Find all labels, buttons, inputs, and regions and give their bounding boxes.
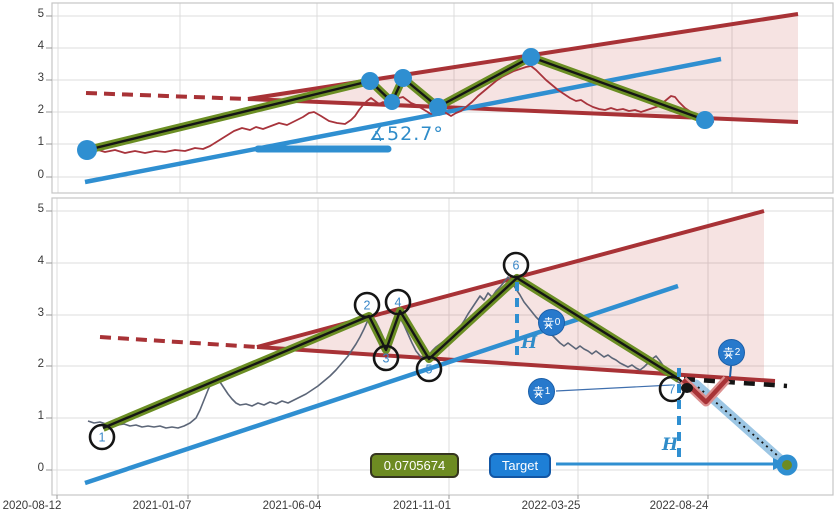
projection-value-box[interactable]: 0.0705674 <box>370 453 459 478</box>
bottom-wedge-dashed-left <box>99 335 258 349</box>
top-pivot-dot <box>394 69 412 87</box>
sell-badge-digit: 0 <box>554 317 561 328</box>
height-label-1: H <box>521 333 538 353</box>
top-pivot-dot <box>429 98 447 116</box>
bottom-wave-circle-1 <box>88 423 116 451</box>
top-pivot-dot <box>384 94 400 110</box>
top-spine <box>51 2 834 194</box>
sell-badge-0[interactable]: 0 <box>538 309 565 336</box>
bottom-wave-number-1: 1 <box>99 431 106 445</box>
sell-badge-1[interactable]: 1 <box>528 378 555 405</box>
bottom-wave-number-7: 7 <box>669 383 676 397</box>
bottom-wave-number-4: 4 <box>395 296 402 310</box>
sell-badge-digit: 1 <box>544 386 551 397</box>
bottom-sell1-connector <box>555 384 673 392</box>
height-label-2: H <box>662 435 679 455</box>
bottom-wave-number-5: 5 <box>426 363 433 377</box>
bottom-wave-number-3: 3 <box>383 352 390 366</box>
bottom-wedge-fill <box>258 211 764 380</box>
bottom-target-marker-inner <box>782 460 792 470</box>
top-pivot-dot <box>361 72 379 90</box>
bottom-forecast-dashed <box>683 376 788 389</box>
top-price-line <box>86 65 715 154</box>
bottom-sell2-stem <box>729 365 732 378</box>
sell-char-icon <box>532 385 544 398</box>
bottom-wave-number-6: 6 <box>513 259 520 273</box>
top-pivot-dot <box>77 140 97 160</box>
bottom-wave-circle-6 <box>502 251 530 279</box>
top-wedge-dashed-left <box>85 91 249 101</box>
bottom-wave-number-2: 2 <box>364 299 371 313</box>
angle-label: ∡52.7° <box>369 123 444 145</box>
sell-badge-digit: 2 <box>734 347 741 358</box>
sell-char-icon <box>722 346 734 359</box>
top-trend-line-blue <box>84 56 722 185</box>
top-pivot-dot <box>522 48 540 66</box>
bottom-spine <box>51 197 834 496</box>
top-pivot-dot <box>696 111 714 129</box>
bottom-wedge-lower-line <box>256 345 776 383</box>
bottom-pivot-black-dot <box>681 383 693 393</box>
bottom-wave-circle-2 <box>353 291 381 319</box>
sell-badge-2[interactable]: 2 <box>718 339 745 366</box>
target-box[interactable]: Target <box>489 453 551 478</box>
bottom-wave-circle-5 <box>415 355 443 383</box>
bottom-wave-circle-3 <box>372 344 400 372</box>
bottom-wave-circle-4 <box>384 288 412 316</box>
sell-char-icon <box>542 316 554 329</box>
